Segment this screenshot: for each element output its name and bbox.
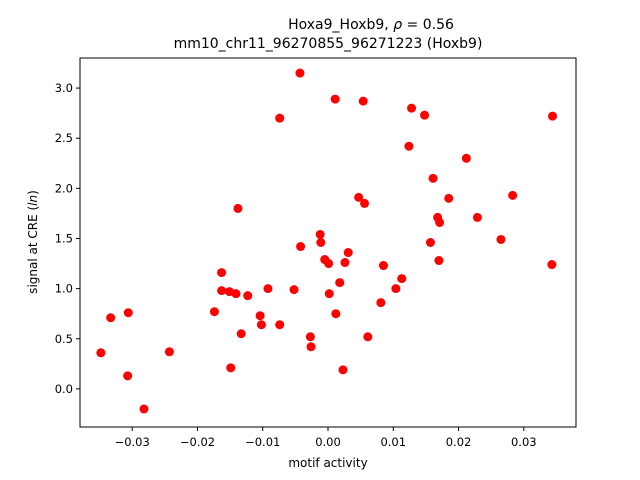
y-axis-label-prefix: signal at CRE ( [26,206,40,294]
data-point-15 [255,311,265,321]
data-point-52 [444,193,454,203]
data-point-48 [428,173,438,183]
data-point-13 [236,329,246,339]
data-point-50 [434,256,444,266]
data-point-37 [358,96,368,106]
data-point-18 [275,113,285,123]
x-tick-label-2: −0.01 [245,435,280,449]
data-point-44 [404,141,414,151]
chart-title-line1: Hoxa9_Hoxb9, ρ = 0.56 [288,17,454,33]
x-axis-ticks: −0.03 −0.02 −0.01 0.00 0.01 0.02 0.03 [115,427,537,449]
data-point-17 [263,284,273,294]
y-axis-label-italic: ln [26,195,40,206]
x-tick-label-0: −0.03 [115,435,150,449]
data-point-4 [139,404,149,414]
x-tick-label-6: 0.03 [511,435,537,449]
data-point-29 [324,289,334,299]
chart-title-rho-value: = 0.56 [402,17,454,33]
data-point-30 [330,94,340,104]
y-tick-label-3: 1.5 [55,231,73,245]
data-point-10 [226,363,236,373]
data-point-47 [425,238,435,247]
data-point-14 [243,291,253,301]
data-point-19 [275,320,285,330]
data-point-2 [123,308,133,318]
x-tick-label-4: 0.01 [380,435,406,449]
y-axis-ticks: 0.0 0.5 1.0 1.5 2.0 2.5 3.0 [55,81,80,396]
data-point-55 [496,234,506,244]
data-point-53 [461,153,471,163]
data-point-40 [376,298,386,308]
data-point-11 [231,289,241,299]
data-point-25 [315,229,325,239]
x-axis-label: motif activity [288,456,367,470]
data-point-1 [106,313,116,323]
data-point-20 [289,285,299,295]
data-point-12 [233,203,243,213]
data-point-26 [316,238,326,247]
data-point-41 [378,261,388,271]
data-point-3 [123,371,133,381]
data-point-16 [256,320,266,330]
data-point-38 [360,198,370,208]
x-tick-label-5: 0.02 [446,435,472,449]
data-point-6 [209,307,219,317]
data-point-36 [354,192,364,202]
data-point-8 [217,286,227,296]
data-point-32 [335,278,345,288]
x-tick-label-1: −0.02 [180,435,215,449]
y-axis-label: signal at CRE (ln) [26,190,40,294]
data-point-54 [472,212,482,222]
chart-title-rho-symbol: ρ [393,17,402,33]
y-axis-label-suffix: ) [26,190,40,195]
data-point-21 [295,68,305,78]
chart-title-prefix: Hoxa9_Hoxb9, [288,17,393,33]
data-point-23 [305,332,315,342]
data-point-5 [164,347,174,357]
y-tick-label-6: 3.0 [55,81,73,95]
data-point-51 [435,217,445,227]
y-tick-label-1: 0.5 [55,332,73,346]
data-point-43 [397,274,407,284]
data-point-35 [343,248,353,258]
data-point-33 [338,365,348,375]
y-tick-label-2: 1.0 [55,282,73,296]
data-point-58 [547,260,557,270]
data-point-24 [306,342,316,352]
y-tick-label-0: 0.0 [55,382,73,396]
data-point-56 [508,190,518,200]
plot-frame [79,57,577,428]
data-point-45 [407,103,417,113]
data-point-28 [324,259,334,269]
data-point-57 [548,111,558,121]
y-tick-label-4: 2.0 [55,181,73,195]
data-point-42 [391,284,401,294]
data-point-0 [96,348,106,358]
data-point-7 [217,268,227,278]
data-point-39 [363,332,373,342]
data-point-22 [296,242,306,252]
y-tick-label-5: 2.5 [55,131,73,145]
chart-title-line2: mm10_chr11_96270855_96271223 (Hoxb9) [174,36,483,52]
points-layer [96,68,558,414]
data-point-34 [340,258,350,268]
data-point-46 [420,110,430,120]
data-point-31 [331,309,341,319]
x-tick-label-3: 0.00 [315,435,341,449]
